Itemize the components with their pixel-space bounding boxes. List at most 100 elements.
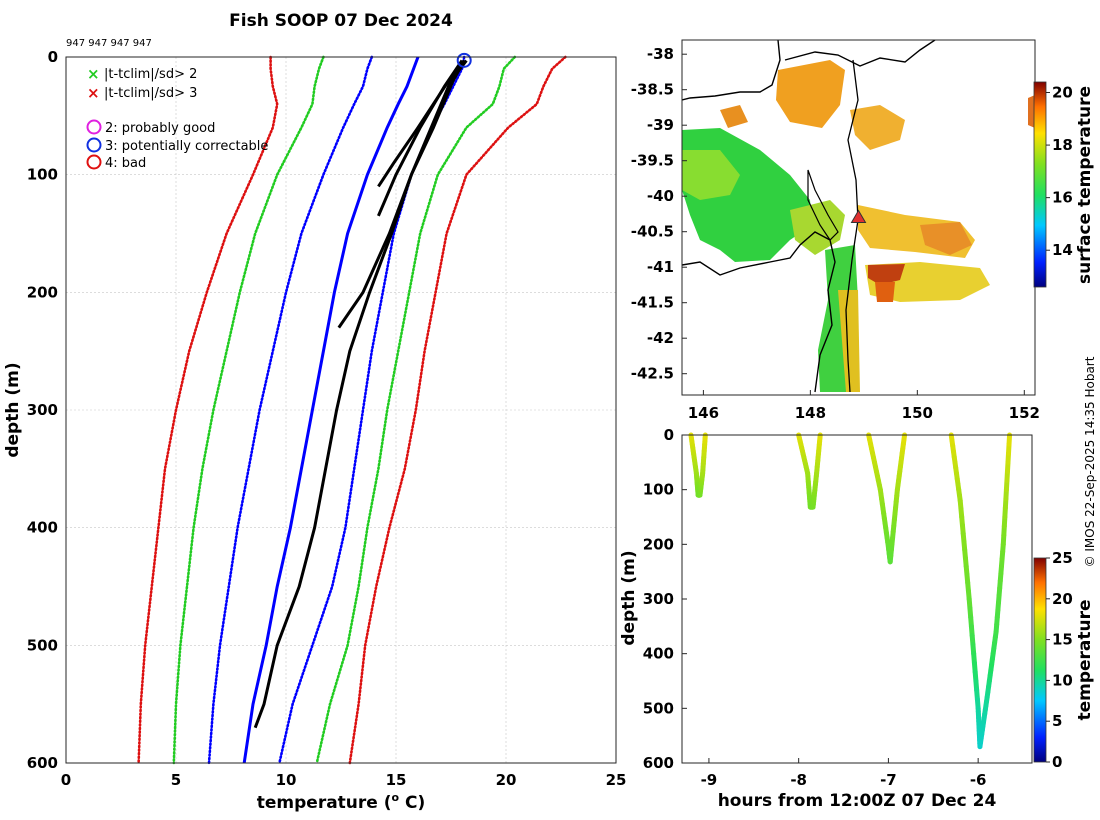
sst-patch: [850, 105, 905, 150]
sst-patch: [875, 282, 895, 302]
sst-patch: [1028, 95, 1035, 128]
profile-grid: [65, 56, 617, 764]
map-y-tick-label: -42: [647, 329, 674, 347]
legend-x-red: |t-tclim|/sd> 3: [104, 86, 197, 101]
y-tick-label: 600: [27, 754, 58, 772]
temperature-colorbar-tick-label: 10: [1052, 671, 1073, 689]
flag3-circle-icon: [86, 137, 102, 153]
sst-field: [682, 40, 1035, 393]
map-y-tick-label: -42.5: [631, 365, 674, 383]
series-line: [315, 55, 517, 765]
legend-flag2: 2: probably good: [105, 121, 215, 136]
flag-marker: [456, 52, 472, 68]
sst-patch: [920, 222, 972, 255]
td-y-tick-label: 200: [643, 535, 674, 553]
temperature-colorbar-tick-label: 20: [1052, 590, 1073, 608]
sst-colorbar-tick-label: 20: [1052, 84, 1073, 102]
credit-text: © IMOS 22-Sep-2025 14:35 Hobart: [1083, 356, 1097, 567]
y-tick-label: 400: [27, 519, 58, 537]
temperature-colorbar-tick-label: 25: [1052, 549, 1073, 567]
flag4-circle-icon: [86, 154, 102, 170]
profile-axes-box: [65, 56, 617, 764]
map-y-tick-label: -38.5: [631, 81, 674, 99]
map-x-tick-label: 148: [795, 404, 826, 422]
td-y-tick-label: 500: [643, 699, 674, 717]
map-panel: 146 148 150 152 -38 -38.5 -39 -39.5 -40 -40.5 -41 -…: [631, 39, 1095, 422]
flinders-island-coastline: [807, 169, 839, 241]
map-y-tick-label: -39.5: [631, 152, 674, 170]
profile-panel: Fish SOOP 07 Dec 2024 947 947 947 947 0 5…: [3, 11, 626, 813]
time-depth-ylabel: depth (m): [619, 550, 639, 645]
sst-patch: [682, 150, 740, 200]
x-tick-label: 0: [61, 771, 71, 789]
profile-ylabel: depth (m): [3, 362, 23, 457]
td-x-tick-label: -8: [790, 771, 807, 789]
td-y-tick-label: 400: [643, 645, 674, 663]
map-y-tick-label: -41.5: [631, 294, 674, 312]
time-depth-casts: [688, 432, 1013, 750]
series-line: [137, 55, 279, 765]
map-ticks: 146 148 150 152 -38 -38.5 -39 -39.5 -40 -40.5 -41 -…: [631, 45, 1040, 422]
td-y-tick-label: 0: [664, 426, 674, 444]
series-line: [172, 55, 325, 765]
temperature-colorbar-tick-label: 0: [1052, 753, 1062, 771]
profile-ticks: 0 5 10 15 20 25 0 100 200 300 400 500 600: [27, 48, 627, 789]
x-tick-label: 15: [386, 771, 407, 789]
series-line: [278, 55, 466, 765]
profile-xlabel: temperature (o C): [257, 791, 426, 813]
y-tick-label: 100: [27, 166, 58, 184]
map-y-tick-label: -38: [647, 45, 674, 63]
x-tick-label: 5: [171, 771, 181, 789]
sst-colorbar-tick-label: 16: [1052, 189, 1073, 207]
map-y-tick-label: -40.5: [631, 223, 674, 241]
sst-colorbar-label: surface temperature: [1075, 86, 1095, 284]
legend-flag4: 4: bad: [105, 156, 146, 171]
td-x-tick-label: -9: [701, 771, 718, 789]
cast-segment: [901, 432, 908, 443]
map-y-tick-label: -39: [647, 116, 674, 134]
legend-flag3: 3: potentially correctable: [105, 139, 268, 154]
profile-casts: [253, 52, 472, 729]
y-tick-label: 200: [27, 283, 58, 301]
profile-line: [253, 59, 466, 729]
profile-line: [377, 59, 464, 217]
x-tick-label: 10: [276, 771, 297, 789]
time-depth-ticks: -9 -8 -7 -6 0 100 200 300 400 500 600: [643, 426, 987, 789]
map-x-tick-label: 150: [902, 404, 933, 422]
temperature-colorbar-tick-label: 5: [1052, 712, 1062, 730]
temperature-colorbar: [1033, 557, 1047, 763]
mainland-coastline: [682, 40, 781, 101]
map-x-tick-label: 152: [1009, 404, 1040, 422]
td-y-tick-label: 600: [643, 754, 674, 772]
chart-title: Fish SOOP 07 Dec 2024: [229, 11, 453, 31]
temperature-colorbar-tick-label: 15: [1052, 631, 1073, 649]
map-y-tick-label: -41: [647, 258, 674, 276]
sst-patch: [838, 290, 860, 392]
profile-legend: × |t-tclim|/sd> 2 × |t-tclim|/sd> 3 2: p…: [86, 65, 268, 171]
td-y-tick-label: 100: [643, 481, 674, 499]
sst-colorbar: [1033, 81, 1047, 288]
sst-colorbar-ticks: 14 16 18 20: [1046, 84, 1073, 259]
map-x-tick-label: 146: [688, 404, 719, 422]
series-line: [242, 56, 420, 764]
y-tick-label: 300: [27, 401, 58, 419]
series-line: [207, 55, 374, 765]
td-x-tick-label: -6: [970, 771, 987, 789]
series-line: [348, 55, 567, 765]
temperature-colorbar-label: temperature: [1075, 599, 1095, 720]
x-tick-label: 25: [606, 771, 627, 789]
cast-location-marker: [850, 209, 867, 223]
cast-segment: [1006, 432, 1013, 447]
sst-patch: [776, 60, 845, 128]
temperature-colorbar-ticks: 0 5 10 15 20 25: [1046, 549, 1073, 771]
profile-clim-series: [137, 55, 567, 765]
sst-patch: [868, 264, 905, 285]
tasmania-coastline: [682, 231, 836, 393]
td-x-tick-label: -7: [880, 771, 897, 789]
time-depth-xlabel: hours from 12:00Z 07 Dec 24: [718, 791, 997, 811]
y-tick-label: 0: [48, 48, 58, 66]
x-green-icon: ×: [87, 65, 100, 83]
profile-ids-label: 947 947 947 947: [66, 38, 152, 49]
